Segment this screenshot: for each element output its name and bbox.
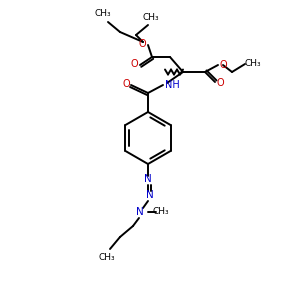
Text: CH₃: CH₃ (95, 10, 111, 19)
Text: N: N (144, 174, 152, 184)
Text: O: O (122, 79, 130, 89)
Text: CH₃: CH₃ (245, 59, 261, 68)
Text: O: O (216, 78, 224, 88)
Text: O: O (219, 60, 227, 70)
Text: O: O (138, 39, 146, 49)
Text: N: N (146, 190, 154, 200)
Text: O: O (130, 59, 138, 69)
Text: NH: NH (165, 80, 179, 90)
Text: CH₃: CH₃ (143, 13, 159, 22)
Text: N: N (136, 207, 144, 217)
Text: CH₃: CH₃ (99, 254, 115, 262)
Text: CH₃: CH₃ (153, 206, 169, 215)
